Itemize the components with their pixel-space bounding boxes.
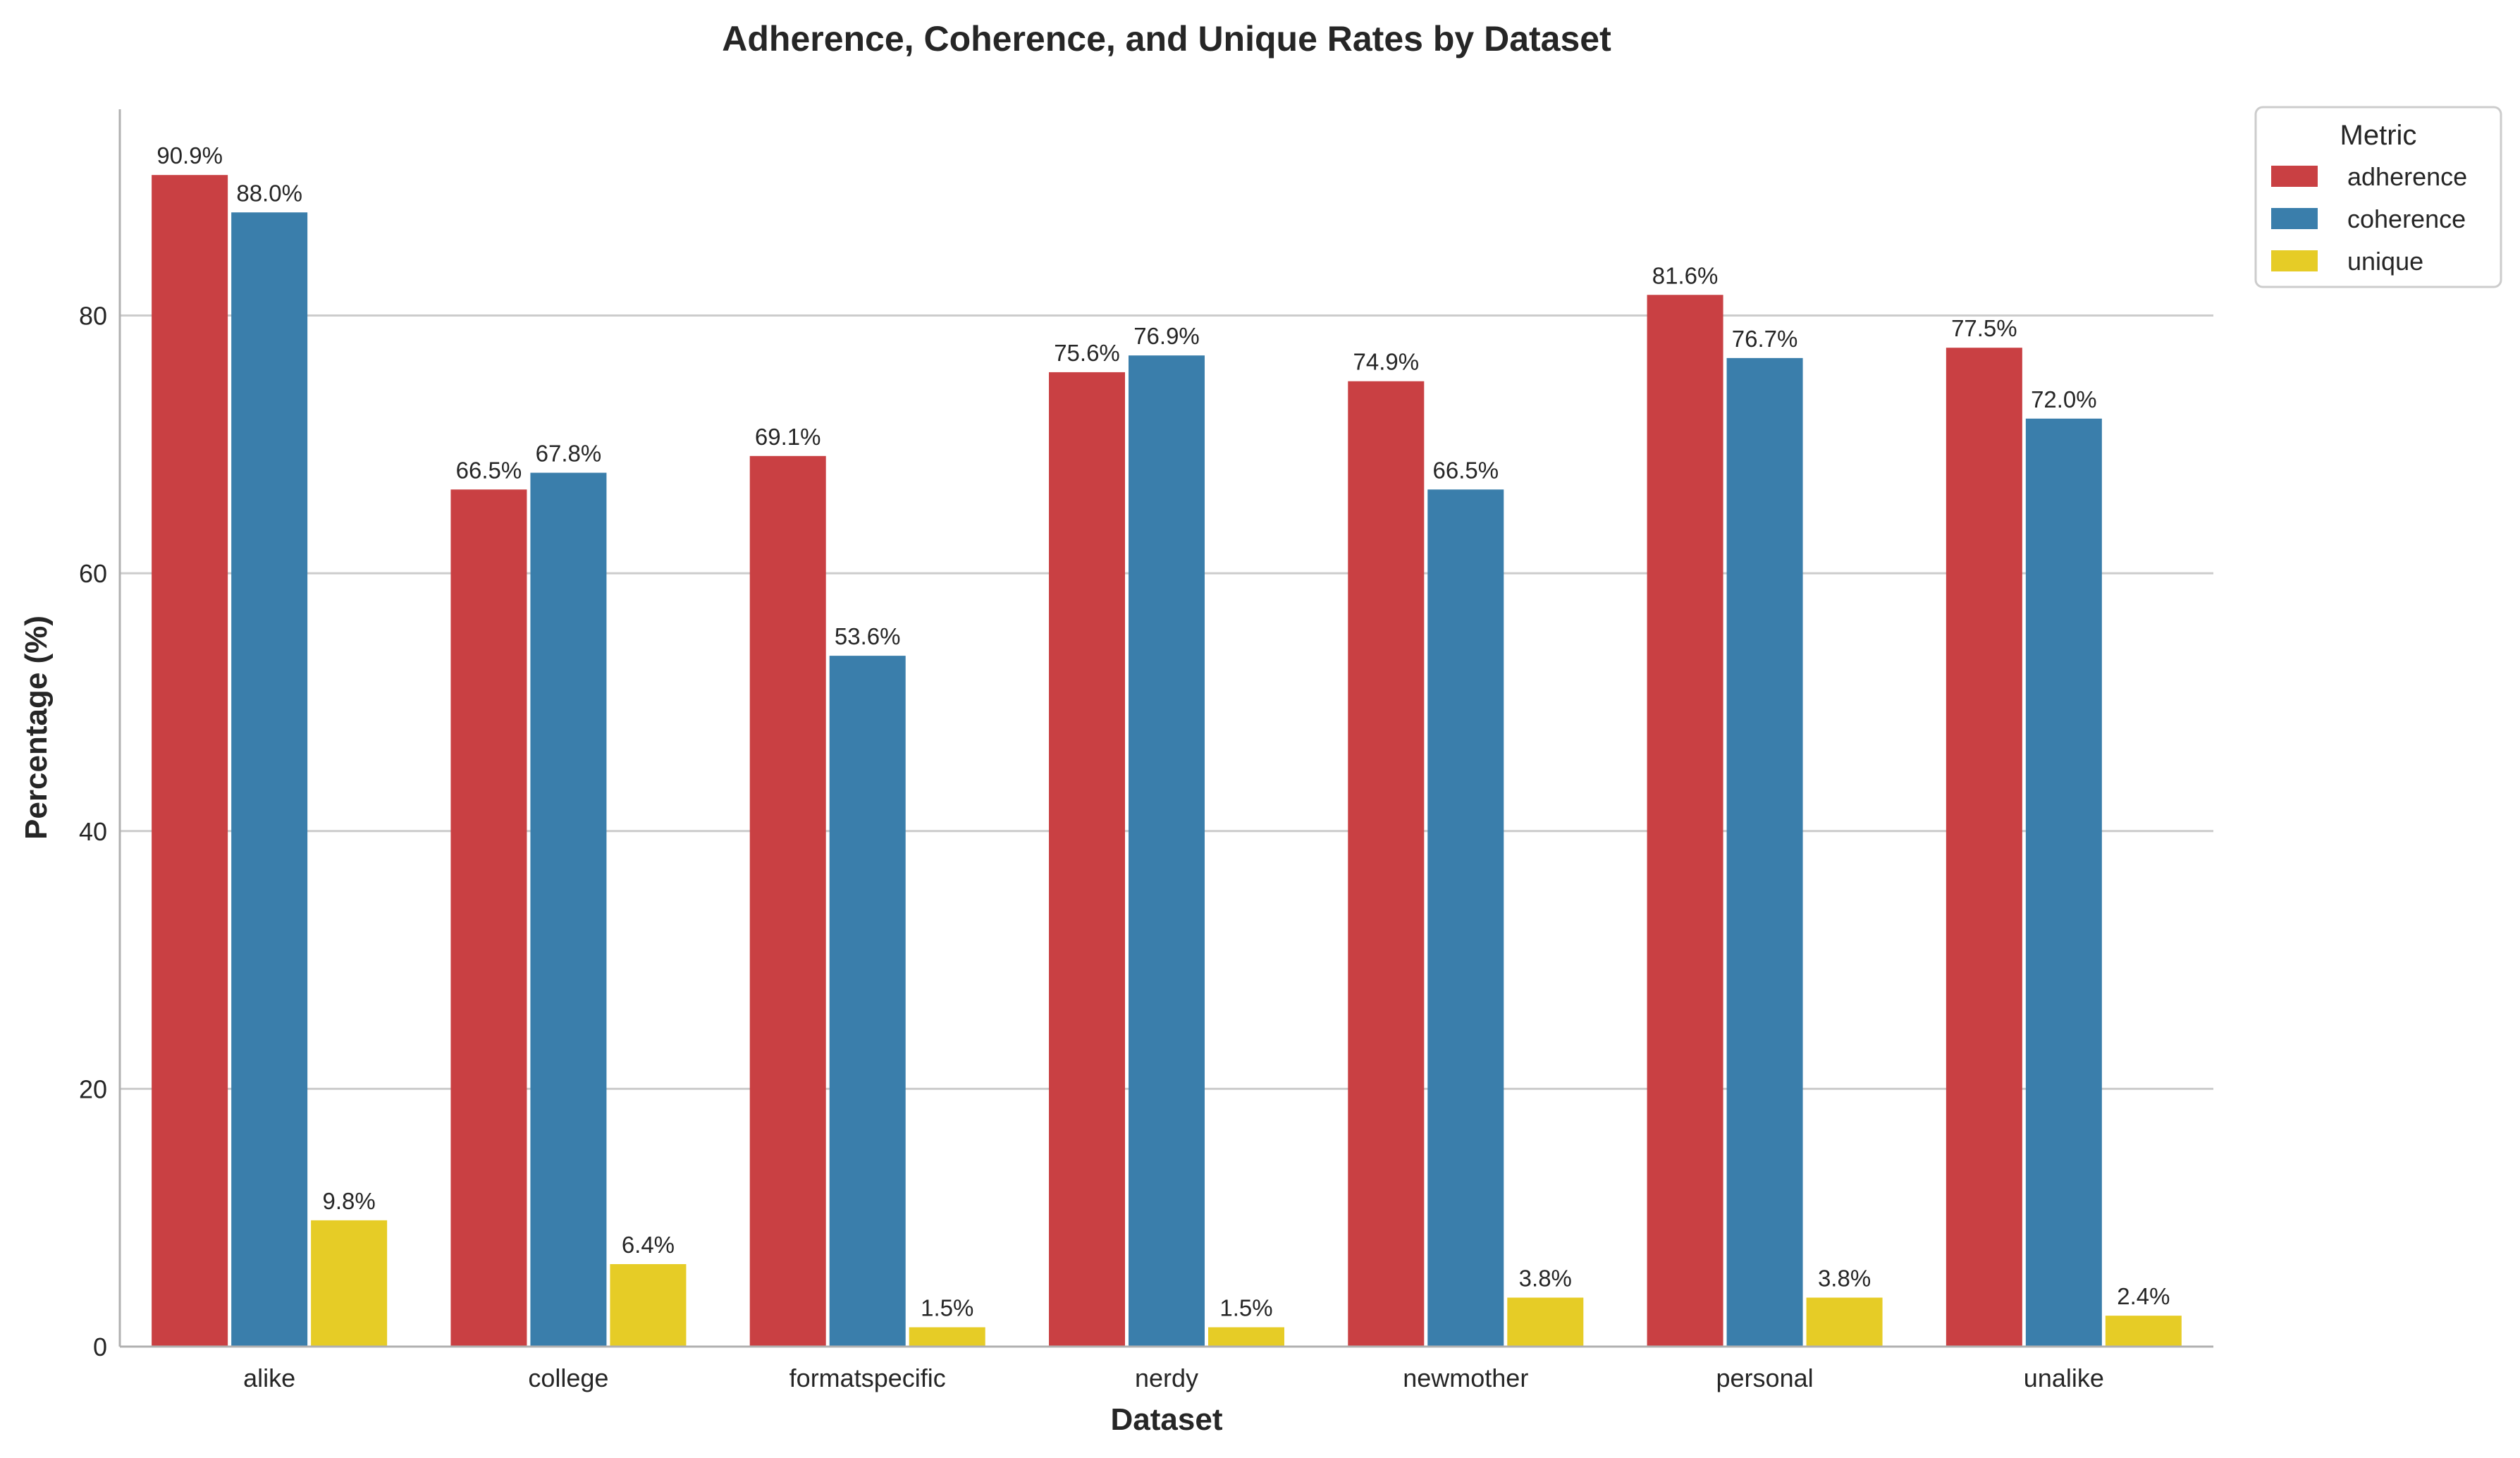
y-tick-label-4: 80 [79,302,107,331]
legend: Metric adherence coherence unique [2254,106,2502,288]
bar-adherence-formatspecific [749,455,826,1347]
legend-label-adherence: adherence [2347,162,2467,191]
bar-adherence-alike [152,175,228,1347]
bars [152,175,2182,1347]
y-axis-label: Percentage (%) [19,615,54,840]
y-tick-label-2: 40 [79,817,107,846]
bar-adherence-nerdy [1049,372,1125,1347]
x-tick-label-formatspecific: formatspecific [789,1364,946,1392]
x-tick-label-college: college [528,1364,608,1392]
data-label-coherence-formatspecific: 53.6% [835,623,901,649]
y-tick-labels: 0 20 40 60 80 [79,302,107,1362]
data-label-adherence-formatspecific: 69.1% [755,424,821,450]
data-label-adherence-personal: 81.6% [1652,262,1719,288]
data-label-unique-nerdy: 1.5% [1219,1295,1272,1321]
x-tick-label-alike: alike [243,1364,295,1392]
data-label-unique-formatspecific: 1.5% [921,1295,973,1321]
bar-unique-unalike [2105,1316,2182,1347]
bar-unique-alike [311,1220,388,1347]
legend-swatch-adherence [2271,166,2318,187]
bar-adherence-newmother [1348,381,1425,1347]
bar-coherence-formatspecific [829,656,906,1347]
bar-coherence-newmother [1427,489,1504,1347]
data-label-coherence-nerdy: 76.9% [1133,323,1200,349]
x-tick-label-personal: personal [1716,1364,1814,1392]
data-label-coherence-college: 67.8% [536,441,602,467]
bar-unique-college [610,1264,687,1347]
data-label-unique-unalike: 2.4% [2117,1283,2170,1309]
x-tick-label-unalike: unalike [2024,1364,2104,1392]
y-tick-label-1: 20 [79,1074,107,1103]
bar-unique-newmother [1507,1297,1584,1347]
data-label-adherence-unalike: 77.5% [1951,315,2017,341]
data-label-coherence-personal: 76.7% [1732,326,1798,352]
legend-label-coherence: coherence [2347,204,2466,233]
y-tick-label-0: 0 [93,1333,107,1361]
legend-label-unique: unique [2347,247,2423,276]
bar-coherence-college [530,472,607,1347]
data-label-coherence-newmother: 66.5% [1432,457,1499,483]
chart-title: Adherence, Coherence, and Unique Rates b… [722,19,1611,59]
data-label-adherence-alike: 90.9% [156,142,223,169]
bar-adherence-unalike [1946,348,2022,1347]
data-label-adherence-college: 66.5% [456,457,522,483]
bar-unique-formatspecific [909,1327,985,1347]
data-label-unique-newmother: 3.8% [1519,1266,1572,1292]
axes [118,109,2213,1348]
bar-unique-nerdy [1208,1327,1284,1347]
bar-unique-personal [1806,1297,1883,1347]
legend-swatch-unique [2271,250,2318,271]
y-tick-label-3: 60 [79,559,107,588]
legend-swatch-coherence [2271,208,2318,229]
legend-title: Metric [2340,120,2417,151]
data-label-adherence-newmother: 74.9% [1353,349,1419,375]
data-label-unique-college: 6.4% [622,1232,675,1258]
bar-coherence-nerdy [1129,355,1205,1347]
bar-coherence-personal [1726,357,1803,1347]
x-tick-labels: alike college formatspecific nerdy newmother… [243,1364,2104,1392]
bar-adherence-personal [1647,295,1723,1347]
x-tick-label-newmother: newmother [1403,1364,1528,1392]
bar-adherence-college [450,489,527,1347]
data-label-coherence-alike: 88.0% [236,180,302,206]
legend-frame [2254,106,2502,288]
bar-coherence-unalike [2025,418,2102,1347]
x-axis-label: Dataset [1111,1402,1223,1437]
data-labels: 90.9% 88.0% 9.8% 66.5% 67.8% 6.4% 69.1% 53.6% 1.… [156,142,2170,1321]
data-label-coherence-unalike: 72.0% [2031,386,2097,412]
data-label-adherence-nerdy: 75.6% [1054,340,1120,366]
data-label-unique-alike: 9.8% [323,1188,376,1214]
bar-coherence-alike [231,212,308,1347]
legend-items: adherence coherence unique [2271,162,2467,276]
x-tick-label-nerdy: nerdy [1135,1364,1198,1392]
data-label-unique-personal: 3.8% [1818,1266,1871,1292]
